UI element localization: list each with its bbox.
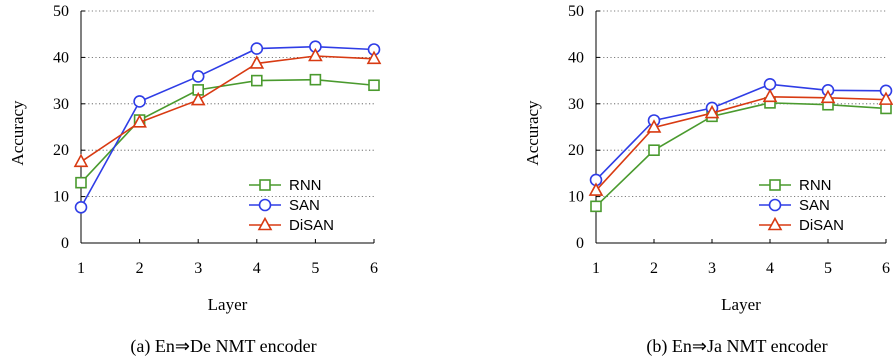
series-san <box>589 78 893 187</box>
legend-label-disan: DiSAN <box>799 217 844 234</box>
legend-marker-disan <box>767 216 783 231</box>
y-tick-label: 50 <box>53 3 69 20</box>
chart-panel-1: 0 10 20 30 40 50 1 2 3 4 5 6 Layer Accuracy (a) En⇒De … <box>8 3 382 357</box>
y-tick-label: 30 <box>53 96 69 113</box>
y-tick-label: 40 <box>568 49 584 66</box>
legend-label-rnn: RNN <box>799 177 832 194</box>
data-point-disan <box>878 91 893 105</box>
x-axis-label: Layer <box>721 295 761 314</box>
chart-caption: (a) En⇒De NMT encoder <box>130 336 316 357</box>
data-point-disan <box>704 104 720 119</box>
x-tick-label: 6 <box>882 260 890 277</box>
y-tick-label: 0 <box>61 235 69 252</box>
data-point-san <box>133 95 146 108</box>
chart-panel-2: 0 10 20 30 40 50 1 2 3 4 5 6 Layer Accuracy (b) En⇒Ja … <box>523 3 893 357</box>
y-tick-label: 10 <box>53 189 69 206</box>
y-tick-label: 30 <box>568 96 584 113</box>
legend: RNN SAN DiSAN <box>249 177 334 234</box>
legend-marker-rnn <box>259 179 271 191</box>
data-point-san <box>74 200 88 214</box>
x-tick-label: 3 <box>708 260 716 277</box>
series-san <box>74 40 381 214</box>
series-disan <box>73 47 382 168</box>
y-tick-label: 20 <box>568 142 584 159</box>
x-tick-label: 5 <box>824 260 832 277</box>
data-point-rnn <box>251 74 263 87</box>
legend: RNN SAN DiSAN <box>759 177 844 234</box>
data-point-san <box>763 78 777 91</box>
data-point-rnn <box>368 79 380 92</box>
data-point-disan <box>190 91 206 106</box>
series-rnn <box>75 73 380 189</box>
data-point-disan <box>308 47 323 62</box>
data-point-disan <box>249 55 265 69</box>
data-point-rnn <box>590 200 602 213</box>
legend-label-disan: DiSAN <box>289 217 334 234</box>
y-tick-label: 50 <box>568 3 584 20</box>
x-tick-label: 3 <box>194 260 202 277</box>
series-line-disan <box>595 96 887 192</box>
legend-marker-san <box>258 198 272 212</box>
data-point-rnn <box>309 73 322 86</box>
data-point-disan <box>762 88 778 103</box>
series-line-rnn <box>595 102 887 207</box>
series-line-san <box>595 83 887 181</box>
x-axis-label: Layer <box>208 295 248 314</box>
series-disan <box>588 88 893 196</box>
data-point-rnn <box>880 102 892 115</box>
y-axis-label: Accuracy <box>523 100 542 166</box>
data-point-disan <box>588 182 604 196</box>
y-tick-label: 40 <box>53 49 69 66</box>
y-tick-label: 0 <box>576 235 584 252</box>
data-point-disan <box>646 119 662 133</box>
data-point-disan <box>820 89 836 104</box>
y-axis-label: Accuracy <box>8 100 27 166</box>
x-tick-label: 4 <box>253 260 261 277</box>
x-tick-label: 6 <box>370 260 378 277</box>
data-point-rnn <box>648 144 660 156</box>
data-point-disan <box>366 50 382 65</box>
data-point-disan <box>132 114 147 128</box>
legend-marker-san <box>768 198 782 212</box>
y-tick-label: 20 <box>53 142 69 159</box>
x-tick-label: 5 <box>311 260 319 277</box>
x-tick-label: 4 <box>766 260 774 277</box>
legend-label-rnn: RNN <box>289 177 322 194</box>
data-point-rnn <box>75 176 87 189</box>
legend-marker-disan <box>257 216 273 231</box>
data-point-disan <box>73 153 89 168</box>
data-point-san <box>191 70 205 83</box>
x-tick-label: 2 <box>650 260 658 277</box>
x-tick-label: 1 <box>77 260 85 277</box>
x-tick-label: 2 <box>136 260 144 277</box>
series-rnn <box>590 97 892 213</box>
series-line-rnn <box>80 78 375 184</box>
x-tick-label: 1 <box>592 260 600 277</box>
legend-label-san: SAN <box>799 197 830 214</box>
legend-marker-rnn <box>769 179 781 191</box>
data-point-san <box>250 42 264 55</box>
y-tick-label: 10 <box>568 189 584 206</box>
series-line-san <box>80 45 375 208</box>
legend-label-san: SAN <box>289 197 320 214</box>
series-line-disan <box>80 55 375 163</box>
chart-caption: (b) En⇒Ja NMT encoder <box>646 336 827 357</box>
